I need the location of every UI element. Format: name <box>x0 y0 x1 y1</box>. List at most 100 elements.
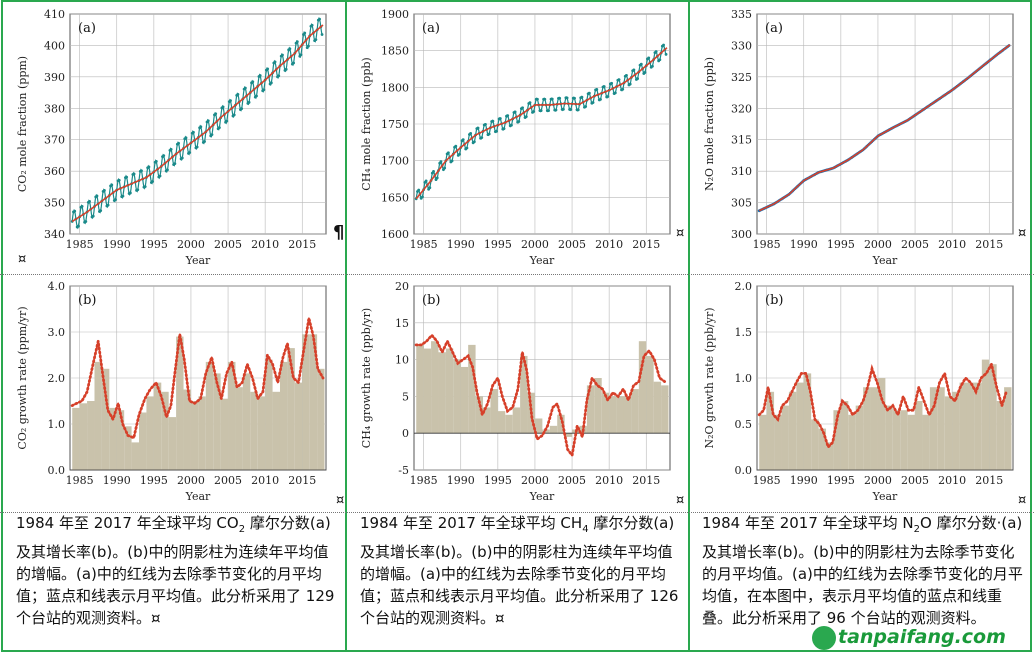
monthly-mean-point <box>636 77 639 80</box>
x-tick-label: 1985 <box>410 238 438 251</box>
y-tick-label: 1.5 <box>735 326 753 339</box>
deseasonalized-line <box>415 47 668 200</box>
monthly-mean-points <box>414 43 668 201</box>
monthly-mean-line <box>71 17 324 230</box>
cell-end-mark: ¤ <box>676 226 685 241</box>
bar <box>907 414 916 470</box>
x-axis-label: Year <box>529 490 555 503</box>
bar <box>520 355 528 434</box>
y-tick-label: 1600 <box>381 228 409 241</box>
y-axis-label: N₂O mole fraction (ppb) <box>703 57 716 191</box>
x-axis-label: Year <box>185 490 211 503</box>
bar <box>228 361 236 470</box>
monthly-mean-point <box>524 115 528 119</box>
y-axis-label: CO₂ mole fraction (ppm) <box>16 56 29 192</box>
bar <box>431 341 439 434</box>
y-tick-label: -5 <box>398 464 409 477</box>
x-tick-label: 2000 <box>521 238 549 251</box>
monthly-mean-point <box>102 189 106 192</box>
table-border-left <box>1 0 3 652</box>
monthly-mean-point <box>651 64 654 68</box>
y-tick-label: 340 <box>44 228 65 241</box>
bar <box>317 368 325 470</box>
caption-subscript: 2 <box>913 524 921 535</box>
monthly-mean-point <box>154 159 158 163</box>
x-tick-label: 1995 <box>140 238 168 251</box>
bar <box>79 403 88 470</box>
x-tick-label: 2005 <box>901 238 929 251</box>
bar <box>915 401 923 470</box>
bar <box>892 410 901 470</box>
bar <box>176 336 184 470</box>
bar <box>87 401 95 470</box>
monthly-mean-point <box>240 107 244 111</box>
monthly-mean-point <box>192 130 195 134</box>
panel-label: (a) <box>78 21 96 36</box>
bar <box>101 368 110 470</box>
x-tick-label: 1995 <box>484 238 512 251</box>
y-axis-label: CH₄ growth rate (ppb/yr) <box>360 308 373 448</box>
monthly-mean-point <box>173 162 177 166</box>
monthly-mean-point <box>617 78 621 82</box>
monthly-mean-point <box>428 186 432 190</box>
bar <box>937 387 945 470</box>
bar <box>116 410 125 470</box>
y-tick-label: 300 <box>731 228 752 241</box>
bar <box>445 348 454 434</box>
bar <box>653 381 662 434</box>
y-tick-label: 1750 <box>381 118 409 131</box>
monthly-mean-point <box>203 140 206 143</box>
co2-growth-rate-chart: 0.0 1.0 2.0 3.0 4.0 1985 1990 1995 2000 2005 2010 2… <box>16 280 327 503</box>
monthly-mean-point <box>587 91 591 95</box>
x-tick-label: 2005 <box>558 474 586 487</box>
monthly-mean-point <box>554 108 558 112</box>
monthly-mean-point <box>539 109 543 113</box>
x-tick-label: 2015 <box>288 474 316 487</box>
n2o-caption: 1984 年至 2017 年全球平均 N2O 摩尔分数·(a)及其增长率(b)。… <box>702 512 1024 629</box>
caption-text: 摩尔分数(a)及其增长率(b)。(b)中的阴影柱为连续年平均值的增幅。(a)中的… <box>360 514 679 627</box>
x-tick-label: 2000 <box>177 238 205 251</box>
monthly-mean-point <box>320 33 324 36</box>
x-tick-label: 1985 <box>410 474 438 487</box>
monthly-mean-point <box>99 209 103 213</box>
bar <box>294 382 303 470</box>
monthly-mean-point <box>606 95 610 98</box>
monthly-mean-point <box>77 224 80 228</box>
y-tick-label: 1.0 <box>735 372 753 385</box>
bar <box>586 385 595 434</box>
x-tick-label: 2010 <box>251 238 279 251</box>
plot-area <box>69 13 327 235</box>
bar <box>944 396 953 470</box>
monthly-mean-point <box>465 146 469 150</box>
bar <box>646 355 654 434</box>
monthly-mean-point <box>454 144 458 148</box>
bar <box>279 361 288 470</box>
monthly-mean-point <box>576 108 580 112</box>
bar <box>272 391 280 470</box>
y-tick-label: 380 <box>44 102 65 115</box>
x-tick-label: 2015 <box>632 474 660 487</box>
monthly-mean-point <box>536 97 539 101</box>
x-tick-label: 2005 <box>214 474 242 487</box>
y-tick-label: 335 <box>731 8 752 21</box>
monthly-mean-point <box>654 50 658 53</box>
bar <box>161 391 169 470</box>
cell-end-mark: ¤ <box>336 493 345 508</box>
bar <box>309 334 318 470</box>
monthly-mean-point <box>621 87 625 91</box>
monthly-mean-point <box>628 82 632 86</box>
monthly-mean-point <box>303 31 307 35</box>
bar <box>781 405 789 470</box>
monthly-mean-point <box>506 114 510 117</box>
monthly-mean-point <box>472 140 476 144</box>
bar <box>870 387 878 470</box>
y-tick-label: 0 <box>402 427 409 440</box>
bar <box>766 391 775 470</box>
bar <box>235 387 243 470</box>
monthly-mean-point <box>461 138 465 142</box>
x-tick-label: 1995 <box>140 474 168 487</box>
y-axis-label: N₂O growth rate (ppb/yr) <box>703 307 716 448</box>
bar <box>213 373 221 470</box>
ch4-mole-fraction-chart: 1600 1650 1700 1750 1800 1850 1900 1985 1990 1995… <box>360 8 671 267</box>
panel-label: (b) <box>765 293 783 308</box>
